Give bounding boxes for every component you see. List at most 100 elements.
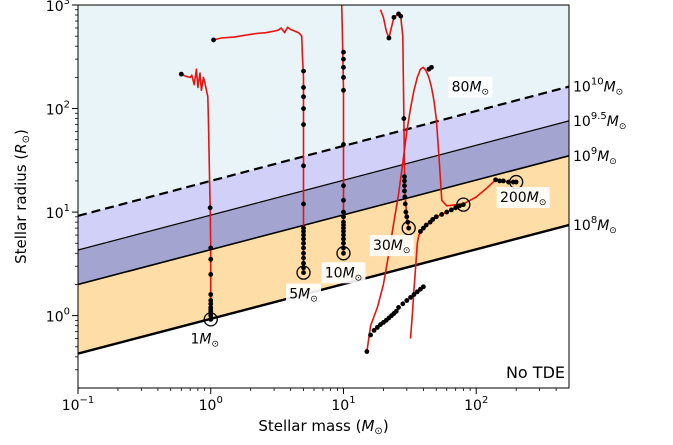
track-dot-30msun <box>404 214 410 220</box>
bh-mass-label: 108M⊙ <box>573 215 617 236</box>
series-label-box <box>321 262 366 284</box>
track-dot-200msun <box>396 305 401 310</box>
region-1e9-to-1e9p5 <box>78 120 569 285</box>
track-dot-5msun <box>301 85 306 90</box>
plot-frame <box>77 4 570 389</box>
track-dot-10msun <box>341 87 346 93</box>
track-dot-10msun <box>341 232 346 238</box>
track-dot-5msun <box>301 163 306 169</box>
series-label-box <box>369 235 414 257</box>
track-dot-10msun <box>341 197 346 203</box>
track-dot-200msun <box>400 301 406 307</box>
track-markers <box>203 174 524 327</box>
track-dot-200msun <box>493 177 499 183</box>
boundary-line-1e9p5 <box>78 120 569 251</box>
track-dot-30msun <box>402 183 407 189</box>
boundary-line-1e8 <box>78 223 569 355</box>
x-tick-label: 10−1 <box>62 395 95 414</box>
track-dot-80msun <box>423 222 429 228</box>
no-tde-label: No TDE <box>506 363 565 382</box>
track-dot-10msun <box>341 49 346 55</box>
track-dot-5msun <box>301 201 306 207</box>
x-tick-label: 102 <box>464 395 488 414</box>
track-dot-10msun <box>341 250 346 256</box>
bh-mass-label: 109.5M⊙ <box>573 111 626 132</box>
track-dot-5msun <box>211 37 216 43</box>
track-dot-30msun <box>403 209 409 215</box>
track-dot-30msun <box>391 14 397 20</box>
track-dot-10msun <box>341 219 346 225</box>
y-tick-label: 102 <box>46 100 70 119</box>
track-dot-30msun <box>406 225 412 231</box>
y-axis-title: Stellar radius (R⊙) <box>12 129 32 264</box>
series-label-box <box>496 187 550 209</box>
track-dot-5msun <box>301 260 306 266</box>
track-dot-80msun <box>418 229 423 234</box>
track-dot-5msun <box>301 106 306 111</box>
track-dot-1msun <box>208 256 214 262</box>
track-dot-5msun <box>301 250 306 256</box>
track-dot-10msun <box>341 229 346 234</box>
annotation-labels: 1010M⊙ 109.5M⊙ 109M⊙ 108M⊙ 1M⊙ 5M⊙ 10M⊙ 30M⊙ 80M… <box>187 77 626 350</box>
track-dot-30msun <box>396 11 401 17</box>
track-dot-5msun <box>301 236 306 242</box>
y-tick-label: 101 <box>46 203 70 222</box>
track-dot-5msun <box>301 94 306 100</box>
track-marker-5msun <box>296 265 311 280</box>
series-label-10msun: 10M⊙ <box>325 265 362 283</box>
track-dot-1msun <box>208 272 214 277</box>
x-tick-label: 101 <box>331 395 355 414</box>
boundary-line-1e10 <box>78 85 569 217</box>
track-line-200msun <box>366 66 517 352</box>
track-dot-1msun <box>208 292 214 297</box>
track-dot-1msun <box>178 71 184 77</box>
track-dot-5msun <box>301 240 306 246</box>
track-dot-200msun <box>404 298 410 303</box>
track-dot-1msun <box>208 298 214 303</box>
track-dot-200msun <box>411 292 417 297</box>
track-dot-1msun <box>208 301 214 307</box>
track-dot-5msun <box>301 232 306 238</box>
series-label-200msun: 200M⊙ <box>500 190 546 208</box>
track-dot-30msun <box>402 174 407 180</box>
series-label-box <box>286 283 322 305</box>
track-dot-200msun <box>429 64 434 70</box>
track-dot-200msun <box>500 178 506 184</box>
track-dot-30msun <box>402 201 408 207</box>
track-marker-30msun <box>401 220 416 236</box>
track-dot-5msun <box>301 270 306 276</box>
track-dot-80msun <box>439 211 445 217</box>
track-dot-10msun <box>341 56 346 62</box>
axis-ticks: 10−1 100 101 102 100 101 102 103 <box>46 0 557 414</box>
track-dot-1msun <box>208 305 214 310</box>
track-dot-200msun <box>368 332 373 338</box>
track-dot-10msun <box>341 236 346 242</box>
track-dot-200msun <box>393 308 399 314</box>
track-dot-30msun <box>402 178 407 184</box>
track-dot-10msun <box>341 74 346 80</box>
track-dot-10msun <box>341 183 346 189</box>
track-dot-5msun <box>301 122 306 127</box>
track-dot-80msun <box>448 207 454 213</box>
region-1e9p5-to-1e10 <box>78 86 569 251</box>
track-dot-10msun <box>341 214 346 220</box>
y-tick-label: 103 <box>46 0 70 15</box>
track-dot-10msun <box>341 209 346 215</box>
series-label-5msun: 5M⊙ <box>289 287 318 305</box>
track-dot-10msun <box>341 240 346 246</box>
y-tick-label: 100 <box>46 307 70 326</box>
series-label-1msun: 1M⊙ <box>190 331 219 349</box>
track-dot-80msun <box>444 209 450 215</box>
track-dot-1msun <box>208 245 214 251</box>
track-dot-200msun <box>497 178 502 184</box>
track-dot-5msun <box>301 225 306 231</box>
series-label-box <box>448 76 493 98</box>
track-dot-80msun <box>457 203 463 209</box>
track-dot-80msun <box>460 202 466 208</box>
track-dot-200msun <box>510 179 516 185</box>
x-tick-label: 100 <box>199 395 223 414</box>
track-dot-5msun <box>301 229 306 234</box>
track-dot-200msun <box>408 294 413 300</box>
track-marker-1msun <box>203 312 218 327</box>
track-dot-30msun <box>402 188 407 194</box>
